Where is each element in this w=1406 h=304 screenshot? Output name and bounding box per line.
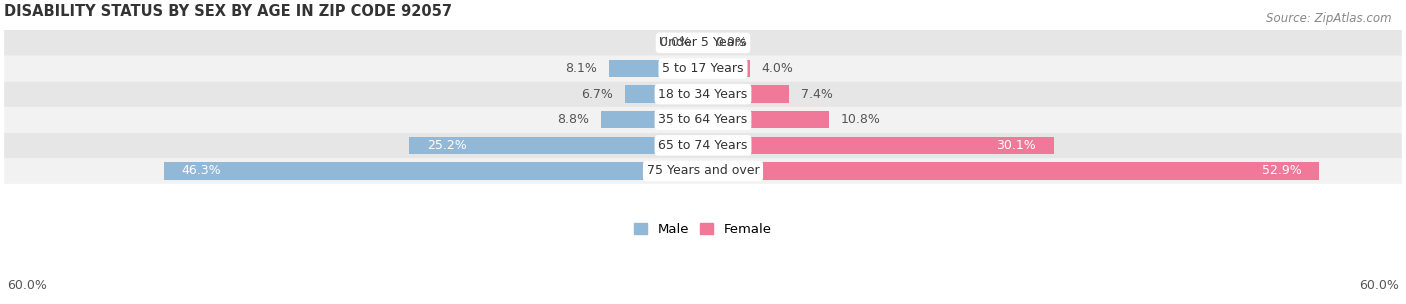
Text: Under 5 Years: Under 5 Years	[659, 36, 747, 49]
FancyBboxPatch shape	[4, 81, 1402, 107]
Legend: Male, Female: Male, Female	[628, 218, 778, 242]
Text: 52.9%: 52.9%	[1263, 164, 1302, 178]
Text: Source: ZipAtlas.com: Source: ZipAtlas.com	[1267, 12, 1392, 25]
Text: 65 to 74 Years: 65 to 74 Years	[658, 139, 748, 152]
Text: 35 to 64 Years: 35 to 64 Years	[658, 113, 748, 126]
Bar	[703, 162, 1319, 180]
Bar	[624, 85, 703, 103]
Text: 7.4%: 7.4%	[801, 88, 832, 101]
Text: 60.0%: 60.0%	[7, 279, 46, 292]
Bar	[703, 137, 1053, 154]
Text: 75 Years and over: 75 Years and over	[647, 164, 759, 178]
Text: 0.0%: 0.0%	[659, 36, 692, 49]
Text: 10.8%: 10.8%	[841, 113, 880, 126]
Text: 4.0%: 4.0%	[761, 62, 793, 75]
FancyBboxPatch shape	[4, 107, 1402, 133]
Text: 18 to 34 Years: 18 to 34 Years	[658, 88, 748, 101]
FancyBboxPatch shape	[4, 158, 1402, 184]
Text: 25.2%: 25.2%	[427, 139, 467, 152]
Bar	[600, 111, 703, 129]
Text: 30.1%: 30.1%	[997, 139, 1036, 152]
Text: 5 to 17 Years: 5 to 17 Years	[662, 62, 744, 75]
Text: 8.8%: 8.8%	[557, 113, 589, 126]
FancyBboxPatch shape	[4, 56, 1402, 81]
Bar	[703, 111, 828, 129]
Text: 46.3%: 46.3%	[181, 164, 221, 178]
Text: 6.7%: 6.7%	[582, 88, 613, 101]
FancyBboxPatch shape	[4, 30, 1402, 56]
Bar	[703, 85, 789, 103]
Text: DISABILITY STATUS BY SEX BY AGE IN ZIP CODE 92057: DISABILITY STATUS BY SEX BY AGE IN ZIP C…	[4, 4, 453, 19]
Bar	[163, 162, 703, 180]
Text: 60.0%: 60.0%	[1360, 279, 1399, 292]
FancyBboxPatch shape	[4, 133, 1402, 158]
Bar	[609, 60, 703, 77]
Text: 8.1%: 8.1%	[565, 62, 598, 75]
Text: 0.0%: 0.0%	[714, 36, 747, 49]
Bar	[409, 137, 703, 154]
Bar	[703, 60, 749, 77]
